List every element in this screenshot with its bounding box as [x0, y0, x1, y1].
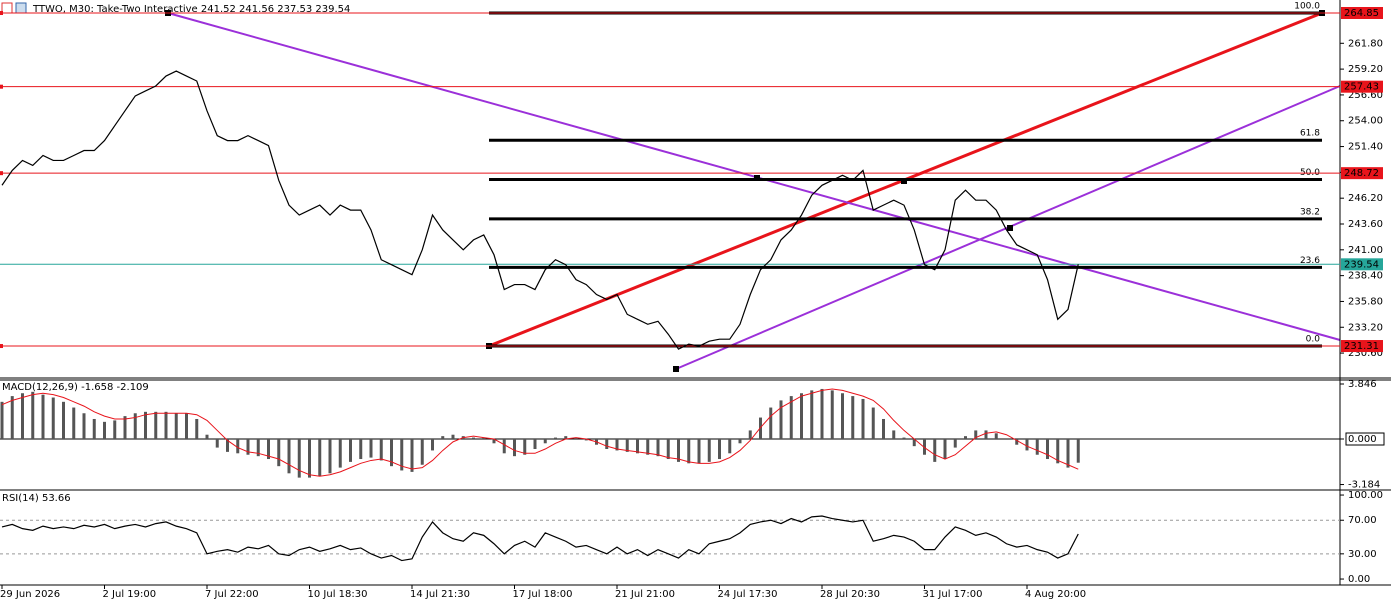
price-line [1, 70, 1079, 350]
y-tick-label: 241.00 [1348, 245, 1383, 256]
x-tick-label: 10 Jul 18:30 [308, 589, 368, 600]
price-label: 239.54 [1344, 259, 1379, 270]
y-tick-label: 256.60 [1348, 90, 1383, 101]
chart-title: TTWO, M30: Take-Two Interactive 241.52 2… [32, 4, 350, 15]
signal-line [1, 388, 1079, 477]
x-tick-label: 14 Jul 21:30 [410, 589, 470, 600]
macd-title: MACD(12,26,9) -1.658 -2.109 [2, 382, 149, 393]
y-tick-label: 3.846 [1348, 379, 1377, 390]
fib-label: 100.0 [1294, 2, 1320, 12]
anchor-point [1007, 225, 1013, 231]
line-anchor [0, 344, 3, 349]
y-tick-label: 70.00 [1348, 515, 1377, 526]
y-tick-label: 238.40 [1348, 271, 1383, 282]
fib-label: 61.8 [1300, 129, 1320, 139]
price-line [1, 515, 1079, 562]
x-tick-label: 29 Jun 2026 [0, 589, 60, 600]
y-tick-label: 243.60 [1348, 219, 1383, 230]
y-tick-label: 230.60 [1348, 348, 1383, 359]
price-label-box [1341, 340, 1383, 353]
price-label: 231.31 [1344, 341, 1379, 352]
price-label: 264.85 [1344, 8, 1379, 19]
x-tick-label: 2 Jul 19:00 [103, 589, 157, 600]
x-tick-label: 17 Jul 18:00 [513, 589, 573, 600]
x-tick-label: 21 Jul 21:00 [615, 589, 675, 600]
y-tick-label: 0.000 [1348, 434, 1377, 445]
y-tick-label: 235.80 [1348, 296, 1383, 307]
fib-label: 38.2 [1300, 207, 1320, 217]
y-tick-label: 30.00 [1348, 549, 1377, 560]
x-tick-label: 24 Jul 17:30 [718, 589, 778, 600]
y-tick-label: 100.00 [1348, 490, 1383, 501]
line-anchor [0, 11, 3, 16]
y-tick-label: 0.00 [1348, 574, 1370, 585]
line-anchor [0, 84, 3, 89]
y-tick-label: 254.00 [1348, 116, 1383, 127]
price-label: 257.43 [1344, 82, 1379, 93]
y-tick-label: 259.20 [1348, 64, 1383, 75]
icon [1, 2, 13, 14]
tick-label-box [1345, 432, 1385, 446]
x-tick-label: 31 Jul 17:00 [923, 589, 983, 600]
x-tick-label: 28 Jul 20:30 [820, 589, 880, 600]
anchor-point [673, 366, 679, 372]
y-tick-label: 246.20 [1348, 193, 1383, 204]
line-anchor [0, 171, 3, 176]
price-label: 248.72 [1344, 168, 1379, 179]
rsi-title: RSI(14) 53.66 [2, 493, 71, 504]
fib-label: 0.0 [1306, 335, 1321, 345]
x-tick-label: 7 Jul 22:00 [205, 589, 259, 600]
price-label-box [1341, 7, 1383, 20]
icon [15, 2, 27, 14]
y-tick-label: -3.184 [1348, 480, 1380, 491]
x-tick-label: 4 Aug 20:00 [1025, 589, 1086, 600]
price-label-box [1341, 167, 1383, 180]
fib-label: 23.6 [1300, 256, 1320, 266]
price-label-box [1341, 258, 1383, 271]
anchor-point [754, 175, 760, 181]
y-tick-label: 233.20 [1348, 322, 1383, 333]
y-tick-label: 261.80 [1348, 38, 1383, 49]
y-tick-label: 251.40 [1348, 142, 1383, 153]
price-label-box [1341, 80, 1383, 93]
